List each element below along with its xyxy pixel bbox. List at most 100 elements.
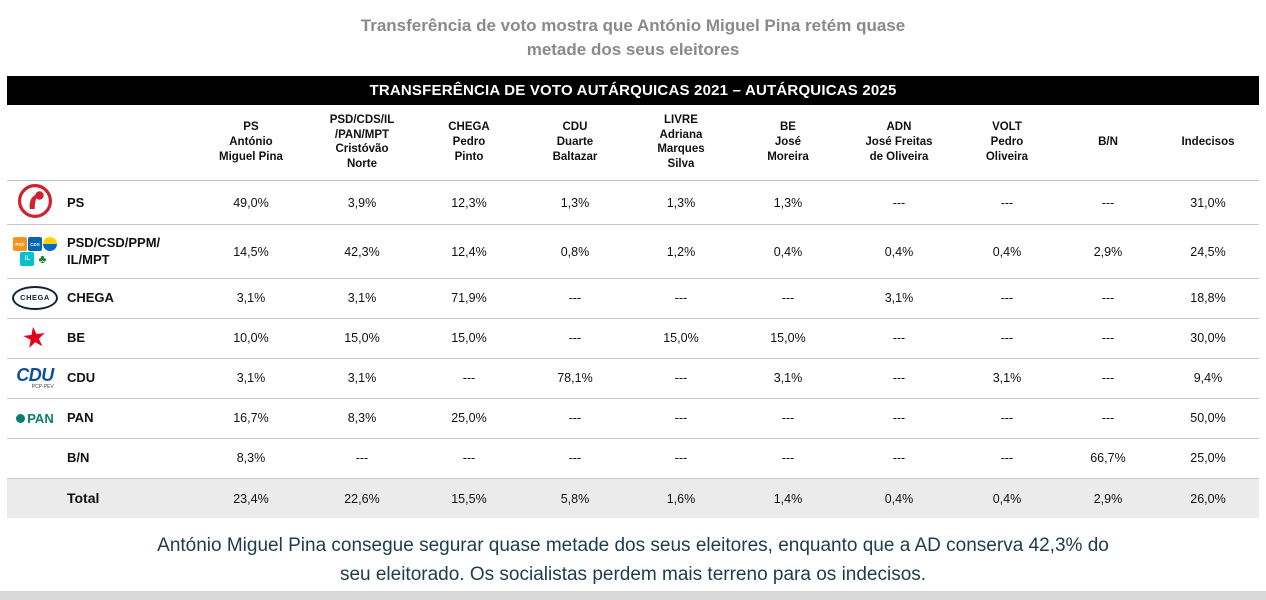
value-cell: 49,0%: [194, 180, 307, 226]
value-cell: ---: [842, 358, 955, 399]
value-cell: ---: [732, 438, 843, 479]
ps-icon: [17, 184, 52, 219]
value-cell: 1,3%: [628, 180, 733, 226]
value-cell: ---: [954, 278, 1059, 319]
mpt-icon: [42, 237, 57, 252]
value-cell: ---: [842, 318, 955, 359]
value-cell: ---: [954, 398, 1059, 439]
value-cell: 0,4%: [954, 478, 1059, 519]
value-cell: ---: [954, 180, 1059, 226]
column-header-psd-cds-il: PSD/CDS/IL /PAN/MPT Cristóvão Norte: [306, 104, 417, 182]
table-row-be: ★ BE 10,0% 15,0% 15,0% --- 15,0% 15,0% --- --- ---…: [6, 318, 1260, 359]
value-cell: ---: [1058, 278, 1157, 319]
value-cell: 9,4%: [1156, 358, 1260, 399]
logo-cell: PAN: [6, 398, 63, 439]
table-row-total: Total 23,4% 22,6% 15,5% 5,8% 1,6% 1,4% 0,4% 0,4%…: [6, 478, 1260, 519]
value-cell: 25,0%: [416, 398, 521, 439]
value-cell: 1,2%: [628, 224, 733, 279]
value-cell: ---: [520, 438, 629, 479]
value-cell: 15,0%: [732, 318, 843, 359]
logo-cell: [6, 438, 63, 479]
table-title-bar: TRANSFERÊNCIA DE VOTO AUTÁRQUICAS 2021 –…: [6, 75, 1260, 105]
table-row-chega: CHEGA CHEGA 3,1% 3,1% 71,9% --- --- --- 3,1% --- -…: [6, 278, 1260, 319]
value-cell: ---: [1058, 358, 1157, 399]
value-cell: 16,7%: [194, 398, 307, 439]
value-cell: 22,6%: [306, 478, 417, 519]
vote-transfer-table: TRANSFERÊNCIA DE VOTO AUTÁRQUICAS 2021 –…: [6, 75, 1260, 519]
value-cell: ---: [732, 278, 843, 319]
column-header-indecisos: Indecisos: [1156, 104, 1260, 182]
value-cell: 0,8%: [520, 224, 629, 279]
value-cell: ---: [520, 278, 629, 319]
value-cell: 15,0%: [628, 318, 733, 359]
party-label: B/N: [62, 438, 195, 479]
value-cell: 12,4%: [416, 224, 521, 279]
party-label: CHEGA: [62, 278, 195, 319]
value-cell: 14,5%: [194, 224, 307, 279]
value-cell: 3,1%: [306, 358, 417, 399]
table-row-b-n: B/N 8,3% --- --- --- --- --- --- --- 66,7% 25,0%: [6, 438, 1260, 479]
value-cell: 8,3%: [194, 438, 307, 479]
value-cell: 2,9%: [1058, 224, 1157, 279]
value-cell: 3,1%: [194, 358, 307, 399]
value-cell: 0,4%: [732, 224, 843, 279]
column-header-row: PS António Miguel Pina PSD/CDS/IL /PAN/MP…: [6, 104, 1260, 182]
footer-note: António Miguel Pina consegue segurar qua…: [157, 535, 1109, 585]
value-cell: 12,3%: [416, 180, 521, 226]
value-cell: 1,3%: [520, 180, 629, 226]
value-cell: 23,4%: [194, 478, 307, 519]
value-cell: 1,6%: [628, 478, 733, 519]
table-row-pan: PAN PAN 16,7% 8,3% 25,0% --- --- --- --- --- --- 50…: [6, 398, 1260, 439]
value-cell: 3,1%: [842, 278, 955, 319]
psd-icon: PSD: [12, 237, 27, 252]
logo-cell: ★: [6, 318, 63, 359]
value-cell: ---: [416, 438, 521, 479]
value-cell: ---: [306, 438, 417, 479]
value-cell: ---: [520, 398, 629, 439]
table-row-cdu: CDU PCP-PEV CDU 3,1% 3,1% --- 78,1% --- 3,1% --- 3…: [6, 358, 1260, 399]
value-cell: ---: [628, 358, 733, 399]
value-cell: 42,3%: [306, 224, 417, 279]
value-cell: ---: [416, 358, 521, 399]
value-cell: ---: [732, 398, 843, 439]
column-header-livre: LIVRE Adriana Marques Silva: [628, 104, 733, 182]
column-header-be: BE José Moreira: [732, 104, 843, 182]
value-cell: 66,7%: [1058, 438, 1157, 479]
value-cell: 78,1%: [520, 358, 629, 399]
chega-icon: CHEGA: [11, 286, 58, 311]
value-cell: 3,1%: [732, 358, 843, 399]
value-cell: 15,0%: [306, 318, 417, 359]
table-row-ps: PS 49,0% 3,9% 12,3% 1,3% 1,3% 1,3% --- --- --- 31,…: [6, 180, 1260, 226]
value-cell: 1,3%: [732, 180, 843, 226]
il-icon: IL: [20, 252, 35, 267]
column-header-b-n: B/N: [1058, 104, 1157, 182]
party-label: Total: [62, 478, 195, 519]
value-cell: 18,8%: [1156, 278, 1260, 319]
value-cell: 0,4%: [954, 224, 1059, 279]
cds-icon: CDS: [27, 237, 42, 252]
cdu-icon: CDU PCP-PEV: [16, 364, 54, 390]
be-star-icon: ★: [20, 320, 50, 355]
pan-icon: PAN: [16, 411, 54, 426]
value-cell: ---: [520, 318, 629, 359]
logo-cell: [6, 478, 63, 519]
ppm-icon: ♣: [35, 252, 50, 267]
value-cell: ---: [628, 278, 733, 319]
bottom-divider-bar: [0, 591, 1266, 600]
value-cell: 3,1%: [954, 358, 1059, 399]
value-cell: ---: [628, 398, 733, 439]
value-cell: 8,3%: [306, 398, 417, 439]
value-cell: 71,9%: [416, 278, 521, 319]
party-label: PS: [62, 180, 195, 226]
column-header-cdu: CDU Duarte Baltazar: [520, 104, 629, 182]
value-cell: 31,0%: [1156, 180, 1260, 226]
table-row-psd-csd-ppm-il-mpt: PSD CDS IL ♣ PSD/CSD/PPM/ IL/MPT 14,5% 42,3% 12…: [6, 224, 1260, 279]
party-label: PAN: [62, 398, 195, 439]
logo-cell: PSD CDS IL ♣: [6, 224, 63, 279]
value-cell: ---: [842, 398, 955, 439]
party-label: BE: [62, 318, 195, 359]
party-label: PSD/CSD/PPM/ IL/MPT: [62, 224, 195, 279]
value-cell: ---: [842, 180, 955, 226]
value-cell: ---: [1058, 398, 1157, 439]
page-title: Transferência de voto mostra que António…: [360, 16, 906, 59]
